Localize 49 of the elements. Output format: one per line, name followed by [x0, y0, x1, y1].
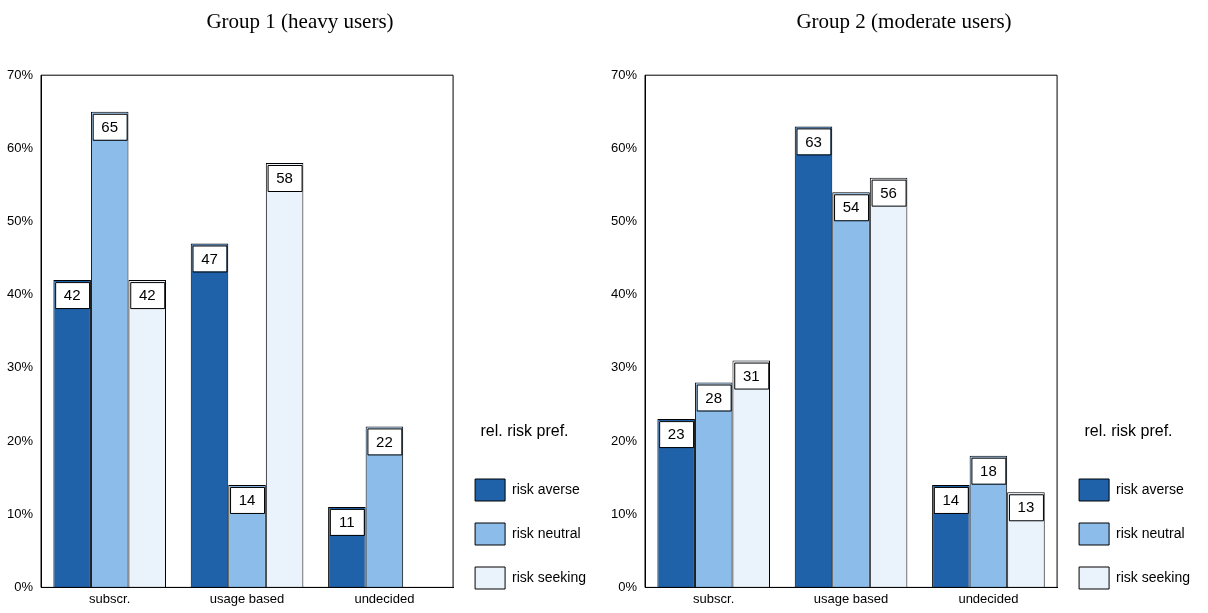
- legend-label: risk averse: [512, 480, 580, 497]
- data-label: 42: [138, 286, 156, 304]
- y-tick-label: 10%: [6, 505, 34, 521]
- y-tick-label: 50%: [6, 213, 34, 229]
- data-label: 56: [880, 183, 897, 201]
- legend-title: rel. risk pref.: [480, 422, 569, 440]
- y-tick-label: 40%: [6, 286, 34, 302]
- data-label: 14: [238, 491, 256, 509]
- data-label: 31: [742, 366, 760, 384]
- data-label: 22: [376, 432, 393, 450]
- x-tick-label: usage based: [813, 590, 889, 606]
- y-tick-label: 60%: [610, 139, 638, 155]
- x-tick-label: undecided: [958, 590, 1019, 606]
- legend-title: rel. risk pref.: [1084, 422, 1173, 440]
- legend-label: risk seeking: [512, 568, 586, 585]
- legend-label: risk seeking: [1116, 568, 1190, 585]
- x-tick-label: subscr.: [89, 590, 131, 606]
- y-tick-label: 40%: [610, 286, 638, 302]
- y-tick-label: 30%: [6, 359, 34, 375]
- data-label: 63: [805, 132, 822, 150]
- y-tick-label: 0%: [618, 578, 638, 594]
- data-label: 28: [705, 388, 723, 406]
- data-label: 58: [276, 169, 293, 187]
- y-tick-label: 70%: [6, 66, 34, 82]
- data-label: 14: [942, 491, 960, 509]
- y-tick-label: 10%: [610, 505, 638, 521]
- y-tick-label: 20%: [6, 432, 34, 448]
- y-tick-label: 50%: [610, 213, 638, 229]
- x-tick-label: undecided: [354, 590, 415, 606]
- x-tick-label: usage based: [209, 590, 285, 606]
- x-tick-label: subscr.: [693, 590, 735, 606]
- y-tick-label: 30%: [610, 359, 638, 375]
- y-tick-label: 20%: [610, 432, 638, 448]
- data-label: 47: [201, 249, 218, 267]
- data-label: 42: [63, 286, 81, 304]
- y-tick-label: 70%: [610, 66, 638, 82]
- data-label: 18: [980, 461, 997, 479]
- y-tick-label: 0%: [14, 578, 34, 594]
- y-tick-label: 60%: [6, 139, 34, 155]
- data-label: 11: [339, 513, 355, 531]
- data-label: 13: [1017, 498, 1035, 516]
- legend-label: risk neutral: [512, 524, 581, 541]
- legend-label: risk averse: [1116, 480, 1184, 497]
- data-label: 54: [842, 198, 860, 216]
- data-label: 65: [101, 117, 119, 135]
- data-label: 23: [667, 425, 685, 443]
- chart-title: Group 1 (heavy users): [206, 9, 394, 34]
- legend-label: risk neutral: [1116, 524, 1185, 541]
- chart-title: Group 2 (moderate users): [796, 9, 1012, 34]
